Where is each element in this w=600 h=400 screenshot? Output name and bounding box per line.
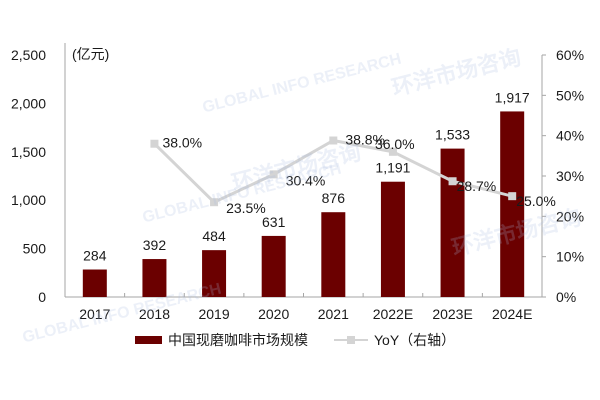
yoy-value-label: 38.0% bbox=[162, 135, 202, 151]
x-axis-tick-label: 2019 bbox=[198, 306, 229, 322]
x-axis-tick-label: 2020 bbox=[258, 306, 289, 322]
bar-2020 bbox=[261, 235, 286, 297]
left-axis-tick-label: 2,500 bbox=[11, 47, 46, 63]
yoy-marker bbox=[269, 170, 278, 179]
yoy-marker bbox=[388, 147, 397, 156]
yoy-marker bbox=[508, 192, 517, 201]
left-axis-tick-label: 1,500 bbox=[11, 144, 46, 160]
bar-value-label: 1,917 bbox=[495, 89, 530, 105]
left-axis-tick-label: 0 bbox=[38, 289, 46, 305]
bar-2018 bbox=[142, 259, 167, 297]
x-axis-tick-label: 2023E bbox=[432, 306, 472, 322]
bar-2022E bbox=[380, 181, 405, 297]
legend-label-yoy: YoY（右轴） bbox=[374, 332, 456, 348]
left-axis-unit-label: (亿元) bbox=[72, 46, 109, 62]
yoy-value-label: 25.0% bbox=[516, 193, 556, 209]
yoy-value-label: 36.0% bbox=[375, 136, 415, 152]
bar-value-label: 284 bbox=[83, 248, 107, 264]
legend-line-swatch bbox=[334, 336, 368, 344]
yoy-value-label: 28.7% bbox=[457, 178, 497, 194]
left-axis-tick-label: 2,000 bbox=[11, 95, 46, 111]
bar-value-label: 392 bbox=[143, 237, 167, 253]
yoy-marker bbox=[448, 177, 457, 186]
bar-2023E bbox=[440, 148, 465, 297]
right-axis-tick-label: 20% bbox=[556, 208, 584, 224]
bar-2021 bbox=[321, 212, 346, 297]
x-axis-tick-label: 2021 bbox=[318, 306, 349, 322]
right-axis-tick-label: 40% bbox=[556, 128, 584, 144]
legend-bar-swatch bbox=[135, 336, 162, 344]
x-axis-tick-label: 2022E bbox=[373, 306, 413, 322]
legend-label-market-size: 中国现磨咖啡市场规模 bbox=[168, 332, 308, 348]
bar-value-label: 484 bbox=[202, 228, 226, 244]
right-axis-tick-label: 60% bbox=[556, 47, 584, 63]
right-axis-tick-label: 30% bbox=[556, 168, 584, 184]
yoy-value-label: 23.5% bbox=[226, 200, 266, 216]
legend-item-market-size: 中国现磨咖啡市场规模 bbox=[135, 330, 308, 350]
bar-2017 bbox=[82, 269, 107, 297]
bar-2024E bbox=[500, 111, 525, 297]
bar-value-label: 1,533 bbox=[435, 127, 470, 143]
bar-value-label: 631 bbox=[262, 214, 286, 230]
left-axis-tick-label: 500 bbox=[23, 241, 47, 257]
bar-value-label: 1,191 bbox=[375, 160, 410, 176]
right-axis-tick-label: 50% bbox=[556, 87, 584, 103]
yoy-value-label: 38.8% bbox=[345, 132, 385, 148]
bar-2019 bbox=[202, 250, 227, 297]
chart-legend: 中国现磨咖啡市场规模 YoY（右轴） bbox=[135, 330, 481, 350]
yoy-value-label: 30.4% bbox=[286, 172, 326, 188]
right-axis-tick-label: 10% bbox=[556, 249, 584, 265]
legend-item-yoy: YoY（右轴） bbox=[334, 330, 455, 350]
x-axis-tick-label: 2024E bbox=[492, 306, 532, 322]
x-axis-tick-label: 2018 bbox=[139, 306, 170, 322]
bar-value-label: 876 bbox=[322, 190, 346, 206]
yoy-marker bbox=[210, 198, 219, 207]
right-axis-tick-label: 0% bbox=[556, 289, 576, 305]
x-axis-tick-label: 2017 bbox=[79, 306, 110, 322]
left-axis-tick-label: 1,000 bbox=[11, 192, 46, 208]
yoy-marker bbox=[329, 136, 338, 145]
yoy-marker bbox=[150, 139, 159, 148]
